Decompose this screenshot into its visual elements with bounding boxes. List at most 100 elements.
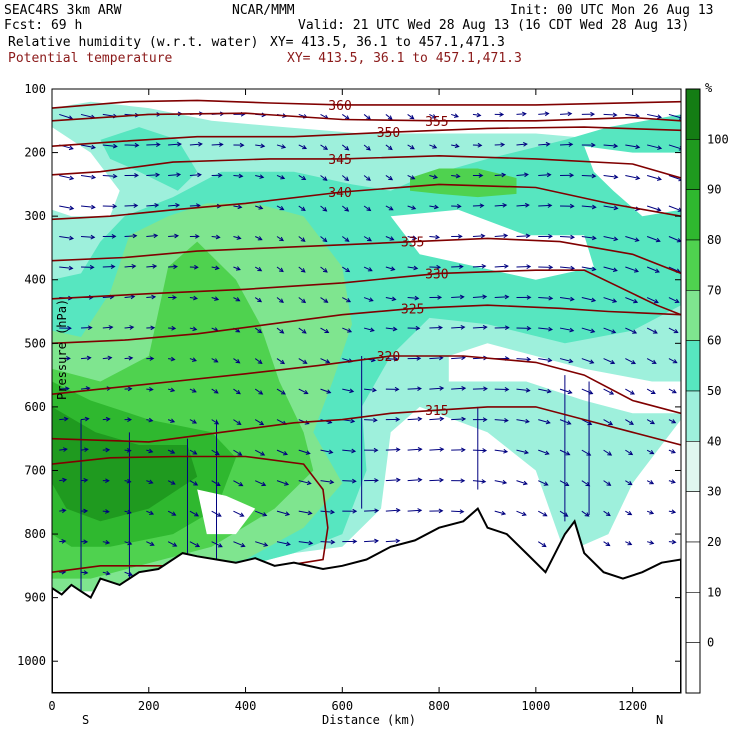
wind-vector [320,205,327,212]
dry-region-1 [584,146,681,217]
wind-vector-head [415,325,421,331]
wind-vector-head [83,447,89,453]
wind-vector-head [674,298,680,304]
wind-vector [102,357,112,360]
wind-vector-head [193,295,199,301]
wind-vector-head [258,205,264,210]
colorbar-swatch [685,290,701,341]
wind-vector-head [172,295,178,300]
wind-vector-head [548,234,553,239]
wind-vector [80,479,88,482]
wind-vector-head [105,447,111,453]
wind-vector-head [257,328,263,334]
wind-vector [298,510,312,514]
wind-vector [189,174,201,176]
wind-vector [211,358,218,363]
wind-vector [581,297,596,302]
wind-vector-head [191,388,197,393]
wind-vector [668,297,679,303]
wind-vector [167,510,176,516]
wind-vector [451,510,464,513]
wind-vector [320,358,330,364]
wind-vector-head [541,542,547,548]
wind-vector-head [285,511,291,516]
wind-vector [233,419,241,425]
wind-vector-head [374,508,380,514]
wind-vector [59,387,69,390]
wind-vector-head [524,202,530,208]
colorbar-label: 50 [707,384,721,398]
x-tick-label: 400 [235,699,257,713]
wind-vector [211,449,220,456]
wind-vector-head [235,389,241,395]
wind-vector-head [610,359,616,365]
wind-vector [80,448,88,451]
wind-vector-head [564,481,570,487]
wind-vector-head [504,325,510,331]
wind-vector-head [107,355,113,361]
wind-vector-head [482,448,488,453]
colorbar-swatch [685,491,701,543]
wind-vector [581,205,596,208]
wind-vector-head [457,234,463,239]
wind-vector [646,480,654,485]
wind-vector-head [455,173,461,179]
wind-vector [254,327,262,333]
wind-vector-head [566,420,572,425]
theta-contour-355 [52,112,681,122]
colorbar-swatch [685,441,701,492]
wind-vector [625,510,632,516]
wind-vector-head [213,358,219,363]
wind-vector [146,296,156,299]
wind-vector [189,327,197,331]
wind-vector [538,480,548,486]
wind-vector-head [257,266,263,272]
wind-vector-head [546,388,552,394]
wind-vector [168,173,181,176]
wind-vector-head [280,390,286,395]
wind-vector-head [503,233,509,239]
wind-vector-head [526,325,532,331]
wind-vector-head [325,359,331,364]
wind-vector [668,480,676,483]
wind-vector-head [544,450,550,456]
wind-vector-head [482,324,488,330]
x-axis-label: Distance (km) [322,713,416,727]
wind-vector [385,144,393,150]
plot-area: 360 355 350 345 340 335 330 325 320 315 100 200 300 4… [17,82,682,713]
wind-vector-head [105,416,111,422]
wind-vector-head [148,417,154,423]
wind-vector-head [83,508,89,514]
wind-vector-head [503,418,509,423]
wind-vector [233,510,244,517]
wind-vector-head [217,543,223,548]
wind-vector [254,419,264,426]
wind-vector [516,358,531,360]
wind-vector [342,327,352,333]
wind-vector [603,297,617,303]
wind-vector-head [177,141,182,147]
wind-vector-head [395,447,401,453]
wind-vector-head [459,294,465,300]
wind-vector [320,480,334,483]
wind-vector-head [193,264,199,270]
y-tick-label: 900 [24,591,46,605]
wind-vector-head [411,205,417,210]
colorbar-label: 10 [707,585,721,599]
colorbar-swatch [685,88,701,140]
wind-vector-head [350,418,356,424]
wind-vector-head [238,481,244,487]
wind-vector [342,266,350,272]
wind-vector-head [606,481,612,486]
wind-vector [59,479,67,482]
wind-vector [298,449,310,455]
wind-vector-head [263,542,269,547]
wind-vector [385,205,394,211]
wind-vector-head [347,328,353,333]
wind-vector-head [387,115,393,120]
wind-vector-head [85,386,91,391]
wind-vector [646,327,658,334]
wind-vector [80,205,95,208]
wind-vector [581,266,596,271]
wind-vector-head [214,296,220,301]
